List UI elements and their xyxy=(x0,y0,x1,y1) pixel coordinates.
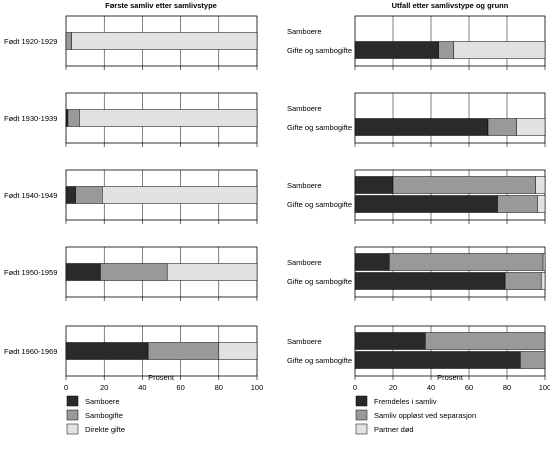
bar-segment xyxy=(542,253,546,271)
bar-label: Samboere xyxy=(287,27,322,36)
x-tick-label: 80 xyxy=(215,383,223,392)
right-chart-title: Utfall etter samlivstype og grunn xyxy=(392,1,509,10)
legend-label: Sambogifte xyxy=(85,411,123,420)
bar-segment xyxy=(535,176,546,194)
legend-swatch xyxy=(66,395,79,407)
bar-segment xyxy=(354,195,498,213)
bar-segment xyxy=(102,186,258,204)
left-chart: Født 1920-1929 Født 1930-1939 Født 1940-19… xyxy=(4,15,264,392)
legend-swatch xyxy=(355,423,368,435)
bar-label: Gifte og sambogifte xyxy=(287,200,352,209)
bar-segment xyxy=(354,41,439,59)
bar-segment xyxy=(392,176,536,194)
bar-segment xyxy=(354,272,506,290)
left-chart-title: Første samliv etter samlivstype xyxy=(105,1,217,10)
panel-label: Født 1960-1969 xyxy=(4,347,57,356)
bar-label: Gifte og sambogifte xyxy=(287,277,352,286)
panel-label: Født 1930-1939 xyxy=(4,114,57,123)
bar-label: Gifte og sambogifte xyxy=(287,123,352,132)
x-tick-label: 0 xyxy=(64,383,68,392)
bar-segment xyxy=(75,186,103,204)
bar-label: Gifte og sambogifte xyxy=(287,46,352,55)
panel-label: Født 1920-1929 xyxy=(4,37,57,46)
bar-segment xyxy=(520,351,546,369)
left-legend: Samboere Sambogifte Direkte gifte xyxy=(66,395,125,435)
bar-segment xyxy=(166,263,258,281)
x-tick-label: 40 xyxy=(138,383,146,392)
legend-swatch xyxy=(355,409,368,421)
x-tick-label: 20 xyxy=(389,383,397,392)
bar-segment xyxy=(537,195,546,213)
bar-segment xyxy=(65,263,101,281)
bar-segment xyxy=(504,272,542,290)
legend-label: Samboere xyxy=(85,397,120,406)
legend-label: Samliv oppløst ved separasjon xyxy=(374,411,476,420)
x-tick-label: 100 xyxy=(539,383,550,392)
bar-segment xyxy=(388,253,544,271)
bar-segment xyxy=(65,186,76,204)
x-tick-label: 20 xyxy=(100,383,108,392)
panel-4: Født 1950-1959 xyxy=(4,246,258,301)
panel-1: Samboere Gifte og sambogifte xyxy=(287,15,546,70)
bar-segment xyxy=(65,32,72,50)
bar-segment xyxy=(354,176,394,194)
panel-2: Samboere Gifte og sambogifte xyxy=(287,92,546,147)
right-legend: Fremdeles i samliv Samliv oppløst ved sep… xyxy=(355,395,476,435)
bar-segment xyxy=(67,109,80,127)
bar-segment xyxy=(354,351,521,369)
bar-segment xyxy=(540,272,546,290)
x-tick-label: 80 xyxy=(503,383,511,392)
legend-swatch xyxy=(355,395,368,407)
legend-label: Direkte gifte xyxy=(85,425,125,434)
bar-label: Samboere xyxy=(287,258,322,267)
bar-segment xyxy=(79,109,258,127)
bar-segment xyxy=(487,118,517,136)
bar-label: Gifte og sambogifte xyxy=(287,356,352,365)
legend-swatch xyxy=(66,423,79,435)
legend-label: Fremdeles i samliv xyxy=(374,397,437,406)
bar-segment xyxy=(453,41,546,59)
legend-swatch xyxy=(66,409,79,421)
x-tick-label: 40 xyxy=(427,383,435,392)
panel-3: Samboere Gifte og sambogifte xyxy=(287,169,546,224)
panel-1: Født 1920-1929 xyxy=(4,15,258,70)
bar-segment xyxy=(218,342,258,360)
panel-label: Født 1950-1959 xyxy=(4,268,57,277)
bar-segment xyxy=(516,118,546,136)
right-x-axis-label: Prosent xyxy=(437,373,464,382)
bar-label: Samboere xyxy=(287,104,322,113)
panel-label: Født 1940-1949 xyxy=(4,191,57,200)
bar-segment xyxy=(438,41,455,59)
panel-5: Samboere Gifte og sambogifte xyxy=(287,325,546,380)
left-x-axis-label: Prosent xyxy=(148,373,175,382)
panel-5: Født 1960-1969 xyxy=(4,325,258,380)
bar-label: Samboere xyxy=(287,337,322,346)
x-tick-label: 100 xyxy=(251,383,264,392)
bar-segment xyxy=(65,109,69,127)
panel-4: Samboere Gifte og sambogifte xyxy=(287,246,546,301)
legend-label: Partner død xyxy=(374,425,414,434)
bar-segment xyxy=(147,342,220,360)
bar-segment xyxy=(71,32,258,50)
bar-segment xyxy=(497,195,538,213)
x-tick-label: 0 xyxy=(353,383,357,392)
panel-2: Født 1930-1939 xyxy=(4,92,258,147)
bar-segment xyxy=(425,332,546,350)
bar-segment xyxy=(354,332,426,350)
bar-segment xyxy=(65,342,149,360)
bar-segment xyxy=(354,253,390,271)
right-chart: Samboere Gifte og sambogifte Samboere Gifte… xyxy=(287,15,550,392)
bar-segment xyxy=(100,263,168,281)
bar-segment xyxy=(354,118,489,136)
bar-label: Samboere xyxy=(287,181,322,190)
x-tick-label: 60 xyxy=(176,383,184,392)
x-tick-label: 60 xyxy=(465,383,473,392)
panel-3: Født 1940-1949 xyxy=(4,169,258,224)
